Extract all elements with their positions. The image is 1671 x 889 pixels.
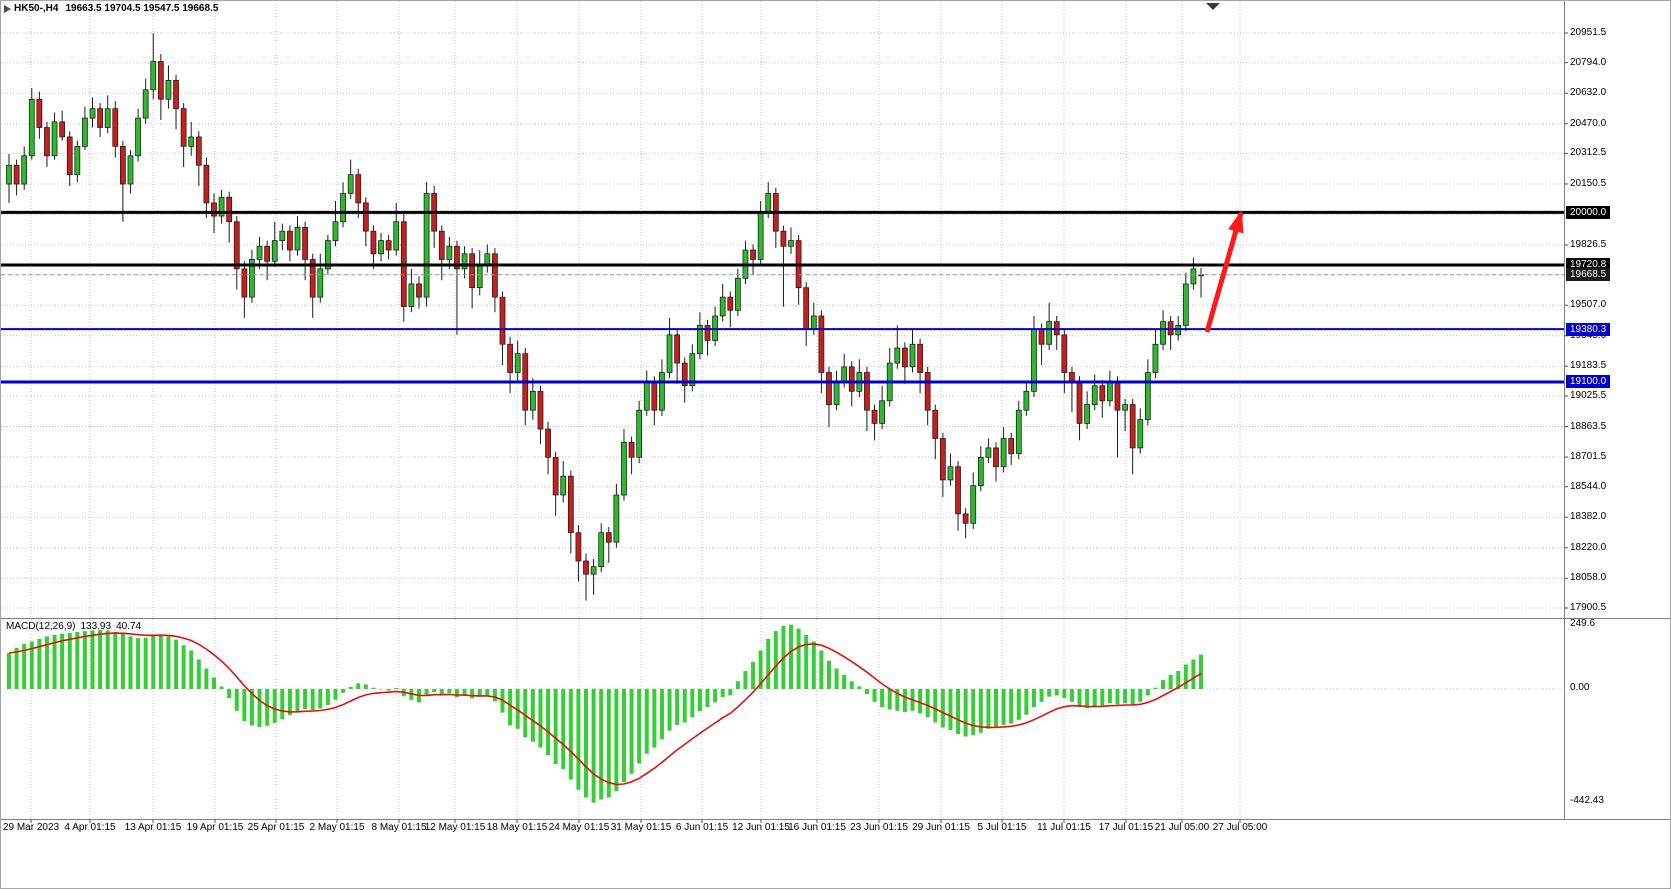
price-level-badge: 20000.0	[1566, 205, 1611, 219]
time-tick-label: 4 Apr 01:15	[64, 822, 116, 833]
price-level-badge: 19668.5	[1566, 268, 1611, 282]
time-tick-label: 24 May 01:15	[548, 822, 610, 833]
time-tick-label: 6 Jun 01:15	[675, 822, 729, 833]
time-tick-label: 29 Mar 2023	[2, 822, 60, 833]
price-level-badge: 19380.3	[1566, 322, 1611, 336]
price-tick-label: 20794.0	[1570, 56, 1607, 68]
price-tick-label: 20470.0	[1570, 117, 1607, 129]
price-tick-label: 20632.0	[1570, 87, 1607, 99]
price-axis[interactable]: 20951.5 20794.0 20632.0 20470.0 20312.5 20150…	[1565, 1, 1670, 819]
time-tick-label: 31 May 01:15	[610, 822, 672, 833]
price-tick-label: 19183.5	[1570, 360, 1607, 372]
time-tick-label: 12 Jun 01:15	[732, 822, 790, 833]
price-tick-label: 19507.0	[1570, 299, 1607, 311]
macd-axis-min-label: -442.43	[1570, 795, 1604, 806]
macd-signal-value: 40.74	[116, 621, 142, 632]
time-tick-label: 19 Apr 01:15	[186, 822, 244, 833]
price-tick-label: 19025.5	[1570, 389, 1607, 401]
price-tick-label: 18058.0	[1570, 572, 1607, 584]
price-tick-label: 20150.5	[1570, 177, 1607, 189]
time-tick-label: 27 Jul 05:00	[1212, 822, 1268, 833]
price-tick-label: 18382.0	[1570, 511, 1607, 523]
time-tick-label: 11 Jul 01:15	[1037, 822, 1091, 833]
time-tick-label: 2 May 01:15	[309, 822, 365, 833]
price-tick-label: 19826.5	[1570, 239, 1607, 251]
time-axis[interactable]: 29 Mar 2023 4 Apr 01:15 13 Apr 01:15 19 Apr…	[1, 822, 1670, 838]
time-tick-label: 5 Jul 01:15	[977, 822, 1027, 833]
trend-arrow[interactable]	[1204, 210, 1244, 333]
time-tick-label: 21 Jul 05:00	[1154, 822, 1210, 833]
macd-axis-zero-label: 0.00	[1570, 682, 1590, 693]
time-tick-label: 25 Apr 01:15	[247, 822, 305, 833]
macd-axis-max-label: 249.6	[1570, 618, 1596, 629]
price-tick-label: 18544.0	[1570, 480, 1607, 492]
macd-name: MACD(12,26,9)	[6, 621, 76, 632]
macd-signal-line	[8, 632, 1202, 786]
price-tick-label: 17900.5	[1570, 602, 1607, 613]
candlesticks-layer	[6, 33, 1204, 601]
time-tick-label: 8 May 01:15	[371, 822, 427, 833]
price-level-badge: 19720.8	[1566, 258, 1611, 272]
chart-shift-marker-icon[interactable]	[1206, 3, 1220, 10]
price-tick-label: 18863.5	[1570, 420, 1607, 432]
macd-value: 133.93	[80, 621, 112, 632]
corner-triangle-icon[interactable]	[4, 5, 11, 13]
macd-indicator-label: MACD(12,26,9) 133.93 40.74	[6, 621, 146, 632]
time-tick-label: 13 Apr 01:15	[124, 822, 182, 833]
price-tick-label: 18220.0	[1570, 541, 1607, 553]
time-tick-label: 16 Jun 01:15	[788, 822, 846, 833]
price-tick-label: 20312.5	[1570, 147, 1607, 159]
price-level-badge: 19100.0	[1566, 375, 1611, 389]
ohlc-values: 19663.5 19704.5 19547.5 19668.5	[65, 3, 219, 14]
time-tick-label: 12 May 01:15	[424, 822, 486, 833]
time-tick-label: 23 Jun 01:15	[850, 822, 908, 833]
macd-histogram	[7, 624, 1203, 803]
price-tick-label: 20951.5	[1570, 27, 1607, 38]
chart-title: HK50-,H4 19663.5 19704.5 19547.5 19668.5	[14, 3, 218, 14]
price-tick-label: 18701.5	[1570, 451, 1607, 463]
time-tick-label: 18 May 01:15	[486, 822, 548, 833]
time-tick-label: 29 Jun 01:15	[912, 822, 970, 833]
time-tick-label: 17 Jul 01:15	[1098, 822, 1154, 833]
symbol-period-label: HK50-,H4	[14, 3, 59, 14]
